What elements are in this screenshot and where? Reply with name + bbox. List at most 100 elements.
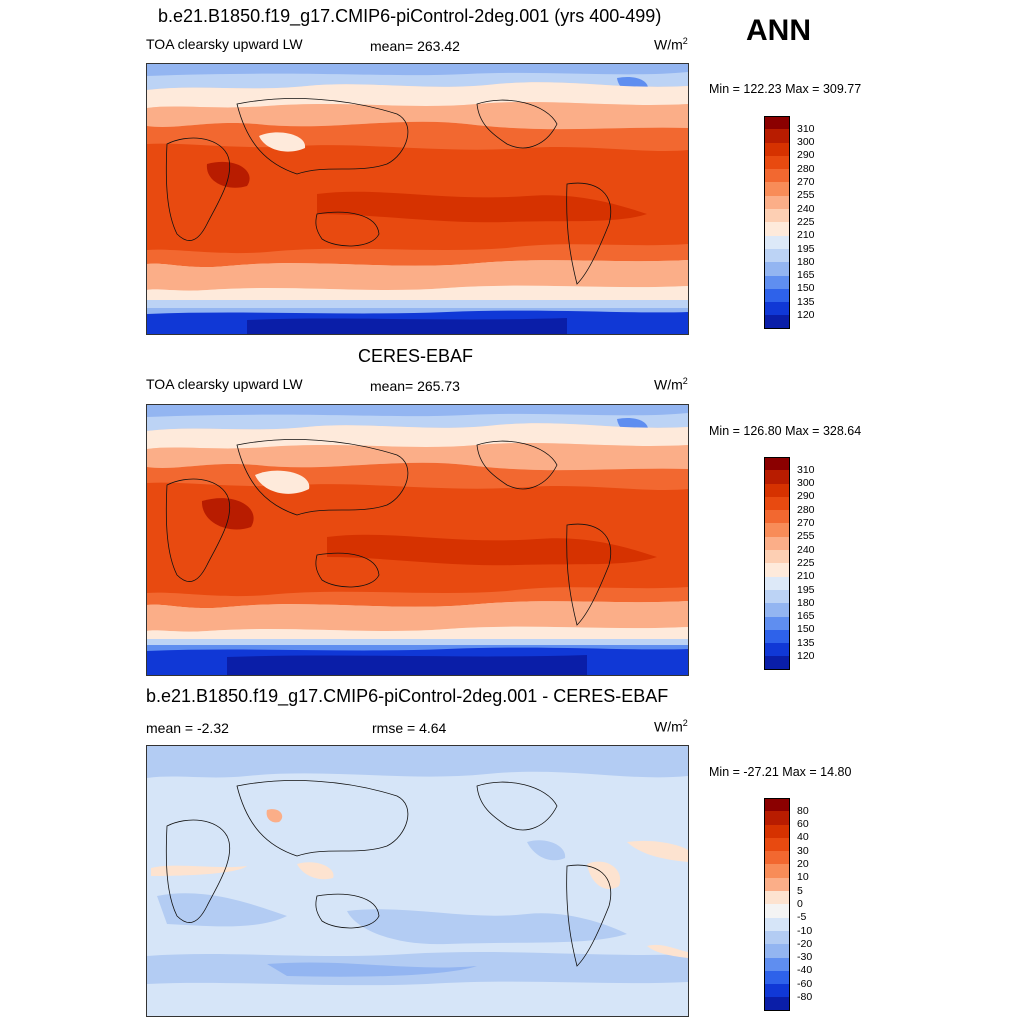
colorbar-swatch <box>764 563 790 577</box>
season-label: ANN <box>746 14 811 47</box>
colorbar-swatch <box>764 629 790 644</box>
colorbar-tick-label: 150 <box>797 623 815 636</box>
panel3-colorbar <box>764 798 790 1011</box>
colorbar-tick-label: 165 <box>797 610 815 623</box>
units-exp: 2 <box>682 718 688 728</box>
colorbar-tick-label: 195 <box>797 583 815 596</box>
colorbar-tick-label: 280 <box>797 503 815 516</box>
colorbar-tick-label: 180 <box>797 255 815 268</box>
colorbar-swatch <box>764 222 790 236</box>
colorbar-tick-label: 300 <box>797 477 815 490</box>
colorbar-swatch <box>764 116 790 130</box>
colorbar-tick-label: -5 <box>797 911 807 924</box>
units-base: W/m <box>654 718 683 735</box>
colorbar-tick-label: 80 <box>797 804 809 817</box>
colorbar-tick-label: 165 <box>797 269 815 282</box>
colorbar-tick-label: 135 <box>797 636 815 649</box>
colorbar-swatch <box>764 302 790 316</box>
colorbar-tick-label: 210 <box>797 229 815 242</box>
colorbar-swatch <box>764 656 790 670</box>
colorbar-tick-label: 40 <box>797 831 809 844</box>
colorbar-tick-label: 150 <box>797 282 815 295</box>
units-base: W/m <box>654 376 683 393</box>
colorbar-tick-label: 240 <box>797 543 815 556</box>
panel1-colorbar <box>764 116 790 329</box>
colorbar-tick-label: -60 <box>797 977 813 990</box>
colorbar-tick-label: 290 <box>797 149 815 162</box>
colorbar-swatch <box>764 970 790 985</box>
colorbar-swatch <box>764 997 790 1011</box>
colorbar-swatch <box>764 457 790 471</box>
colorbar-swatch <box>764 182 790 196</box>
colorbar-tick-label: 240 <box>797 202 815 215</box>
panel1-mean: mean= 263.42 <box>370 38 460 54</box>
colorbar-tick-label: 120 <box>797 309 815 321</box>
panel1-map <box>146 63 689 335</box>
colorbar-swatch <box>764 930 790 945</box>
colorbar-swatch <box>764 209 790 223</box>
panel3-rmse: rmse = 4.64 <box>372 720 447 736</box>
colorbar-tick-label: 290 <box>797 490 815 503</box>
colorbar-swatch <box>764 288 790 303</box>
colorbar-tick-label: 310 <box>797 463 815 476</box>
colorbar-tick-label: 310 <box>797 122 815 135</box>
colorbar-tick-label: 225 <box>797 215 815 228</box>
colorbar-swatch <box>764 603 790 617</box>
colorbar-swatch <box>764 877 790 892</box>
colorbar-swatch <box>764 616 790 630</box>
panel1-units: W/m2 <box>654 36 688 53</box>
colorbar-swatch <box>764 643 790 657</box>
colorbar-tick-label: 20 <box>797 858 809 870</box>
colorbar-swatch <box>764 523 790 537</box>
colorbar-tick-label: 180 <box>797 596 815 609</box>
colorbar-tick-label: -10 <box>797 924 813 937</box>
colorbar-swatch <box>764 576 790 590</box>
colorbar-tick-label: 195 <box>797 242 815 255</box>
units-base: W/m <box>654 36 683 53</box>
colorbar-tick-label: 210 <box>797 570 815 583</box>
units-exp: 2 <box>682 376 688 386</box>
colorbar-swatch <box>764 262 790 276</box>
colorbar-swatch <box>764 470 790 484</box>
colorbar-swatch <box>764 510 790 524</box>
panel2-mean: mean= 265.73 <box>370 378 460 394</box>
panel2-colorbar <box>764 457 790 670</box>
colorbar-tick-label: 280 <box>797 162 815 175</box>
units-exp: 2 <box>682 36 688 46</box>
colorbar-swatch <box>764 248 790 263</box>
panel2-title: CERES-EBAF <box>358 346 474 366</box>
colorbar-swatch <box>764 864 790 878</box>
colorbar-tick-label: 120 <box>797 650 815 662</box>
colorbar-tick-label: 270 <box>797 176 815 188</box>
panel2-variable: TOA clearsky upward LW <box>146 376 303 392</box>
colorbar-tick-label: 255 <box>797 530 815 543</box>
colorbar-tick-label: -40 <box>797 964 813 977</box>
colorbar-tick-label: 30 <box>797 844 809 857</box>
colorbar-swatch <box>764 811 790 825</box>
colorbar-swatch <box>764 483 790 497</box>
colorbar-swatch <box>764 496 790 511</box>
panel1-minmax: Min = 122.23 Max = 309.77 <box>709 82 862 96</box>
colorbar-swatch <box>764 891 790 905</box>
colorbar-swatch <box>764 984 790 998</box>
colorbar-swatch <box>764 550 790 564</box>
colorbar-swatch <box>764 851 790 865</box>
colorbar-swatch <box>764 798 790 812</box>
colorbar-tick-label: 10 <box>797 871 809 884</box>
panel3-minmax: Min = -27.21 Max = 14.80 <box>709 765 852 779</box>
colorbar-tick-label: 0 <box>797 897 803 910</box>
colorbar-tick-label: 255 <box>797 189 815 202</box>
panel2-minmax: Min = 126.80 Max = 328.64 <box>709 424 862 438</box>
colorbar-swatch <box>764 275 790 289</box>
colorbar-swatch <box>764 957 790 971</box>
colorbar-tick-label: 300 <box>797 136 815 149</box>
colorbar-tick-label: 270 <box>797 517 815 529</box>
colorbar-swatch <box>764 837 790 852</box>
colorbar-swatch <box>764 536 790 551</box>
colorbar-tick-label: 135 <box>797 295 815 308</box>
colorbar-swatch <box>764 917 790 931</box>
colorbar-swatch <box>764 169 790 183</box>
panel3-title: b.e21.B1850.f19_g17.CMIP6-piControl-2deg… <box>146 686 669 706</box>
colorbar-tick-label: 60 <box>797 818 809 831</box>
colorbar-swatch <box>764 195 790 210</box>
